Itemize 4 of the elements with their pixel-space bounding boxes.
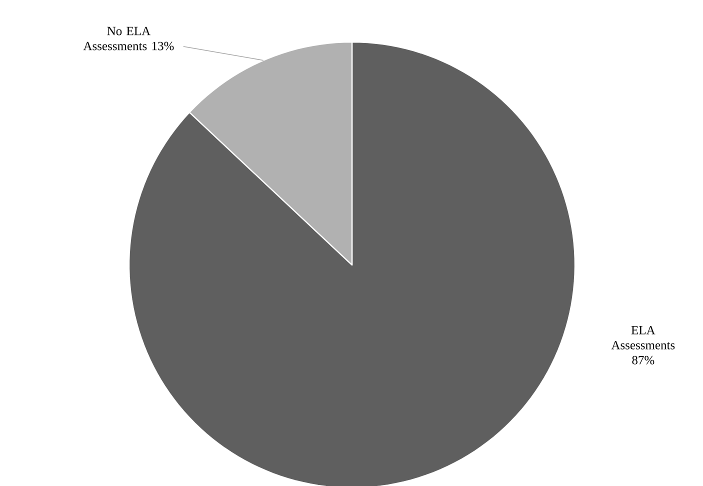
data-label: 13% xyxy=(152,42,174,50)
slice-label: No ELA Assessments xyxy=(83,26,150,50)
slice-label: ELA Assessments xyxy=(611,326,675,350)
data-label: 87% xyxy=(632,356,654,364)
